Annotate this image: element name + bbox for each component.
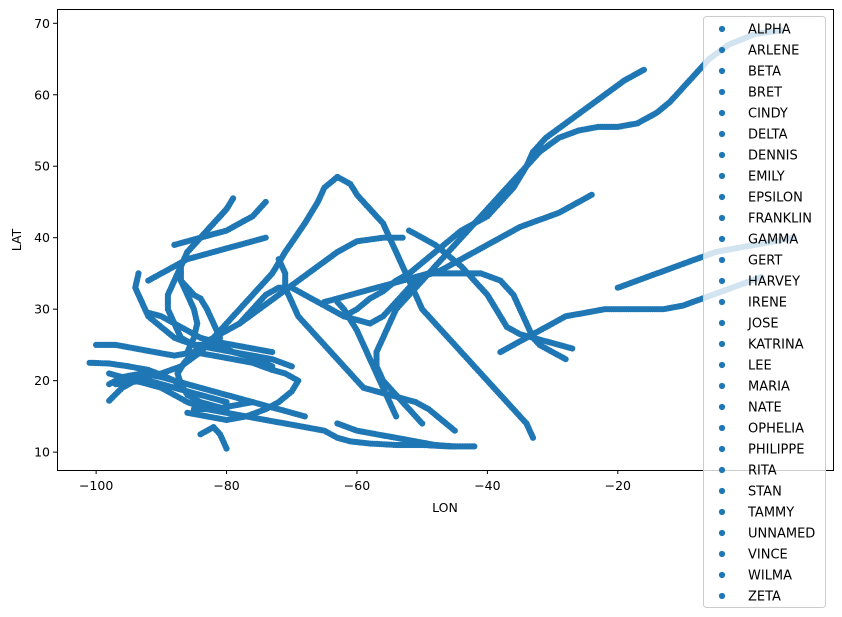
legend-label: HARVEY [748,275,800,290]
legend-marker [718,571,726,579]
legend-marker [718,256,726,264]
data-point [334,173,341,181]
plot-frame [57,9,834,471]
legend-marker [718,172,726,180]
legend-label: JOSE [747,317,779,332]
legend-label: CINDY [748,107,788,122]
x-tick-label: −100 [79,478,113,493]
data-point [269,349,276,356]
legend-marker [718,67,726,75]
y-axis-label: LAT [9,228,24,251]
data-point [223,445,230,452]
legend-marker [718,319,726,327]
y-tick-label: 50 [34,159,50,174]
legend-label: WILMA [748,569,792,584]
data-point [112,381,119,388]
data-point [275,256,282,263]
data-point [262,234,269,241]
legend-marker [718,361,726,369]
legend-marker [718,550,726,558]
legend-marker [718,88,726,96]
data-point [230,195,237,202]
legend-marker [718,151,726,159]
data-point [301,413,308,420]
legend-label: MARIA [748,380,790,395]
legend-marker [718,109,726,117]
legend-label: BETA [748,65,781,80]
y-tick-label: 20 [34,373,50,388]
legend-marker [718,592,726,600]
legend-label: VINCE [748,548,788,563]
x-tick-label: −80 [213,478,239,493]
legend-label: EMILY [748,170,785,185]
legend-marker [718,214,726,222]
data-point [223,206,230,213]
legend-label: UNNAMED [748,527,815,542]
legend-marker [718,130,726,138]
legend-label: OPHELIA [748,422,804,437]
legend-marker [718,529,726,537]
legend-label: KATRINA [748,338,804,353]
data-points [86,27,798,452]
y-tick-label: 40 [34,230,50,245]
data-point [640,66,648,73]
data-point [406,227,413,234]
x-axis-label: LON [432,500,458,515]
legend: ALPHA ARLENE BETA BRET CINDY DELTA DENNIS EMILY… [703,16,826,608]
y-tick-label: 70 [34,16,50,31]
legend-marker [718,508,726,516]
legend-label: LEE [748,359,772,374]
legend-marker [718,424,726,432]
legend-label: EPSILON [748,191,803,206]
legend-label: PHILIPPE [748,443,804,458]
legend-marker [718,298,726,306]
legend-label: ZETA [748,590,781,605]
legend-label: FRANKLIN [748,212,812,227]
legend-label: TAMMY [747,506,794,521]
legend-marker [718,193,726,201]
legend-marker [718,340,726,348]
legend-label: GERT [748,254,782,269]
y-axis-ticks: 10 20 30 40 50 60 70 [34,16,57,460]
x-tick-label: −60 [344,478,370,493]
legend-marker [718,277,726,285]
x-tick-label: −20 [605,478,631,493]
y-tick-label: 10 [34,445,50,460]
data-point [562,356,569,363]
legend-label: DELTA [748,128,788,143]
legend-label: NATE [748,401,782,416]
x-tick-label: −40 [474,478,500,493]
legend-marker [718,466,726,474]
legend-label: DENNIS [748,149,798,164]
data-point [588,191,595,198]
legend-label: STAN [748,485,782,500]
y-tick-label: 30 [34,302,50,317]
data-point [334,298,341,306]
legend-marker [718,382,726,390]
legend-label: ARLENE [748,44,799,59]
legend-marker [718,403,726,411]
y-tick-label: 60 [34,87,50,102]
x-axis-ticks: −100 −80 −60 −40 −20 [79,470,631,493]
data-point [177,277,184,284]
data-point [451,443,458,450]
legend-label: GAMMA [748,233,798,248]
legend-marker [718,25,726,33]
legend-label: BRET [748,86,782,101]
legend-box [703,16,826,608]
legend-label: RITA [748,464,777,479]
legend-marker [718,235,726,243]
legend-marker [718,445,726,453]
data-point [135,270,142,277]
data-point [262,198,269,206]
legend-marker [718,46,726,54]
legend-label: ALPHA [748,23,791,38]
data-point [106,370,113,377]
legend-marker [718,487,726,495]
data-point [399,234,406,241]
legend-label: IRENE [748,296,787,311]
